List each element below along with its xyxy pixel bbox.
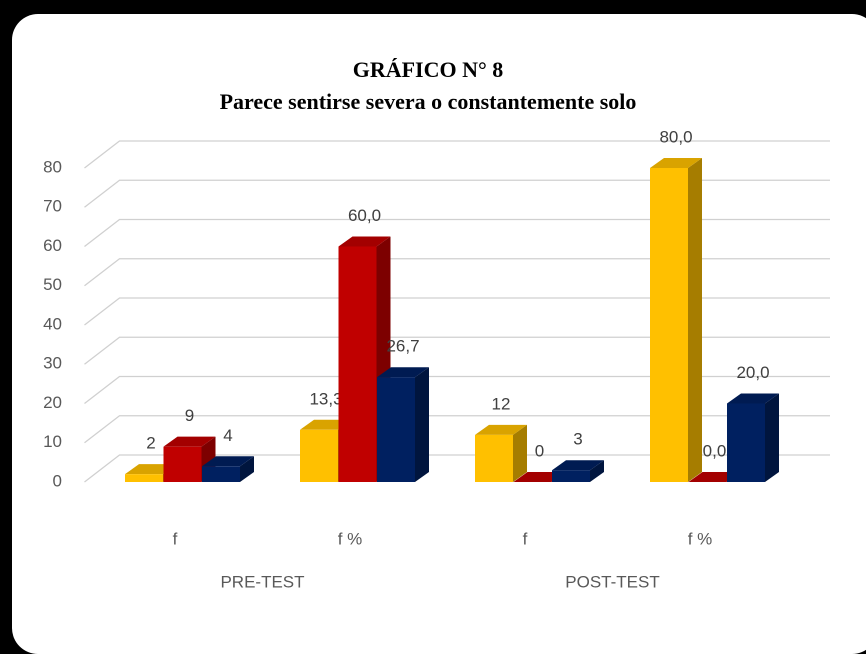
grid-line: [84, 454, 830, 483]
group-label: POST-TEST: [565, 572, 659, 591]
value-label: 9: [185, 406, 194, 425]
grid-line: [84, 415, 830, 444]
bar-top: [650, 158, 702, 168]
y-tick-label: 70: [43, 197, 62, 216]
chart-title: GRÁFICO N° 8: [353, 57, 504, 82]
y-tick-label: 50: [43, 275, 62, 294]
x-tick-label: f: [523, 529, 528, 548]
value-label: 13,3: [309, 389, 342, 408]
chart: GRÁFICO N° 8 Parece sentirse severa o co…: [43, 57, 830, 591]
x-tick-label: f: [173, 529, 178, 548]
bar: [202, 466, 240, 482]
y-tick-label: 80: [43, 157, 62, 176]
bar-top: [377, 367, 429, 378]
y-tick-label: 20: [43, 393, 62, 412]
bar: [475, 434, 513, 482]
value-label: 26,7: [386, 337, 419, 356]
grid-line: [84, 218, 830, 248]
grid-line: [84, 140, 830, 169]
bar: [650, 168, 688, 482]
bar: [163, 446, 202, 482]
value-label: 20,0: [736, 363, 769, 382]
bar: [727, 403, 765, 482]
group-label: PRE-TEST: [220, 572, 304, 591]
y-tick-label: 30: [43, 354, 62, 373]
bar-top: [338, 236, 391, 247]
value-label: 60,0: [348, 206, 381, 225]
value-label: 0: [535, 441, 544, 460]
y-tick-label: 60: [43, 236, 62, 255]
bar-side: [590, 460, 604, 482]
bar: [125, 474, 163, 482]
grid-line: [84, 258, 830, 287]
chart-subtitle: Parece sentirse severa o constantemente …: [220, 89, 637, 114]
value-label: 80,0: [659, 127, 692, 146]
page: GRÁFICO N° 8 Parece sentirse severa o co…: [12, 14, 866, 654]
grid-line: [84, 375, 830, 405]
bar: [552, 470, 590, 482]
grid-line: [84, 179, 830, 208]
bar-side: [513, 424, 527, 482]
bar-side: [415, 367, 429, 482]
value-label: 0,0: [703, 441, 727, 460]
y-tick-label: 10: [43, 432, 62, 451]
bar-top: [163, 436, 216, 447]
x-tick-label: f %: [338, 529, 363, 548]
bar: [377, 377, 415, 482]
bar: [338, 246, 377, 482]
value-label: 12: [492, 394, 511, 413]
bar-top: [552, 460, 604, 471]
bar-top: [727, 393, 779, 404]
chart-frame: [12, 14, 866, 654]
grid-line: [84, 297, 830, 326]
bar: [300, 429, 338, 482]
bar-side: [765, 393, 779, 482]
value-label: 2: [146, 434, 155, 453]
bar-top: [202, 456, 254, 467]
y-tick-label: 40: [43, 314, 62, 333]
value-label: 4: [223, 426, 232, 445]
y-tick-label: 0: [53, 471, 62, 490]
grid-line: [84, 336, 830, 365]
value-label: 3: [573, 430, 582, 449]
x-tick-label: f %: [688, 529, 713, 548]
bar-side: [240, 456, 254, 482]
bar-top: [475, 424, 527, 435]
bar-side: [688, 158, 702, 482]
